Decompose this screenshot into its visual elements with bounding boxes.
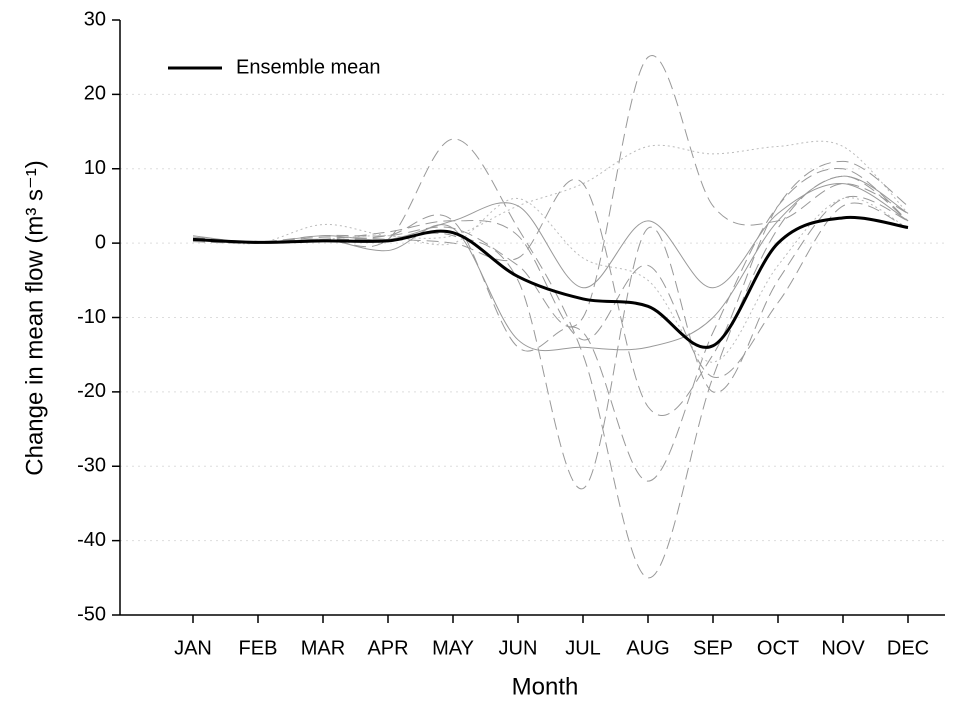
series-line xyxy=(192,55,909,328)
y-tick-label: -40 xyxy=(77,529,106,551)
x-tick-label: JUN xyxy=(499,637,538,659)
x-tick-label: OCT xyxy=(757,637,799,659)
x-tick-label: NOV xyxy=(821,637,865,659)
x-tick-label: FEB xyxy=(239,637,278,659)
x-tick-label: DEC xyxy=(887,637,929,659)
series-line xyxy=(192,138,909,579)
x-tick-label: AUG xyxy=(626,637,669,659)
y-axis-label: Change in mean flow (m³ s⁻¹) xyxy=(21,160,48,475)
x-tick-label: MAY xyxy=(432,637,474,659)
y-tick-label: 0 xyxy=(95,231,106,253)
series-line xyxy=(192,215,909,349)
y-tick-label: 10 xyxy=(84,157,106,179)
series-line xyxy=(192,197,909,363)
series-line xyxy=(192,167,909,482)
x-tick-label: APR xyxy=(367,637,408,659)
x-tick-label: MAR xyxy=(301,637,345,659)
y-tick-label: -30 xyxy=(77,455,106,477)
series-line xyxy=(192,160,909,416)
x-tick-label: JUL xyxy=(565,637,601,659)
y-tick-label: -50 xyxy=(77,603,106,625)
x-axis-label: Month xyxy=(512,673,579,700)
x-tick-label: SEP xyxy=(693,637,733,659)
y-tick-label: 20 xyxy=(84,83,106,105)
y-tick-label: 30 xyxy=(84,8,106,30)
series-line xyxy=(192,175,909,352)
legend-label: Ensemble mean xyxy=(236,56,381,78)
y-tick-label: -20 xyxy=(77,380,106,402)
series-line xyxy=(192,183,909,289)
x-tick-label: JAN xyxy=(174,637,212,659)
y-tick-label: -10 xyxy=(77,306,106,328)
series-line xyxy=(192,196,909,490)
